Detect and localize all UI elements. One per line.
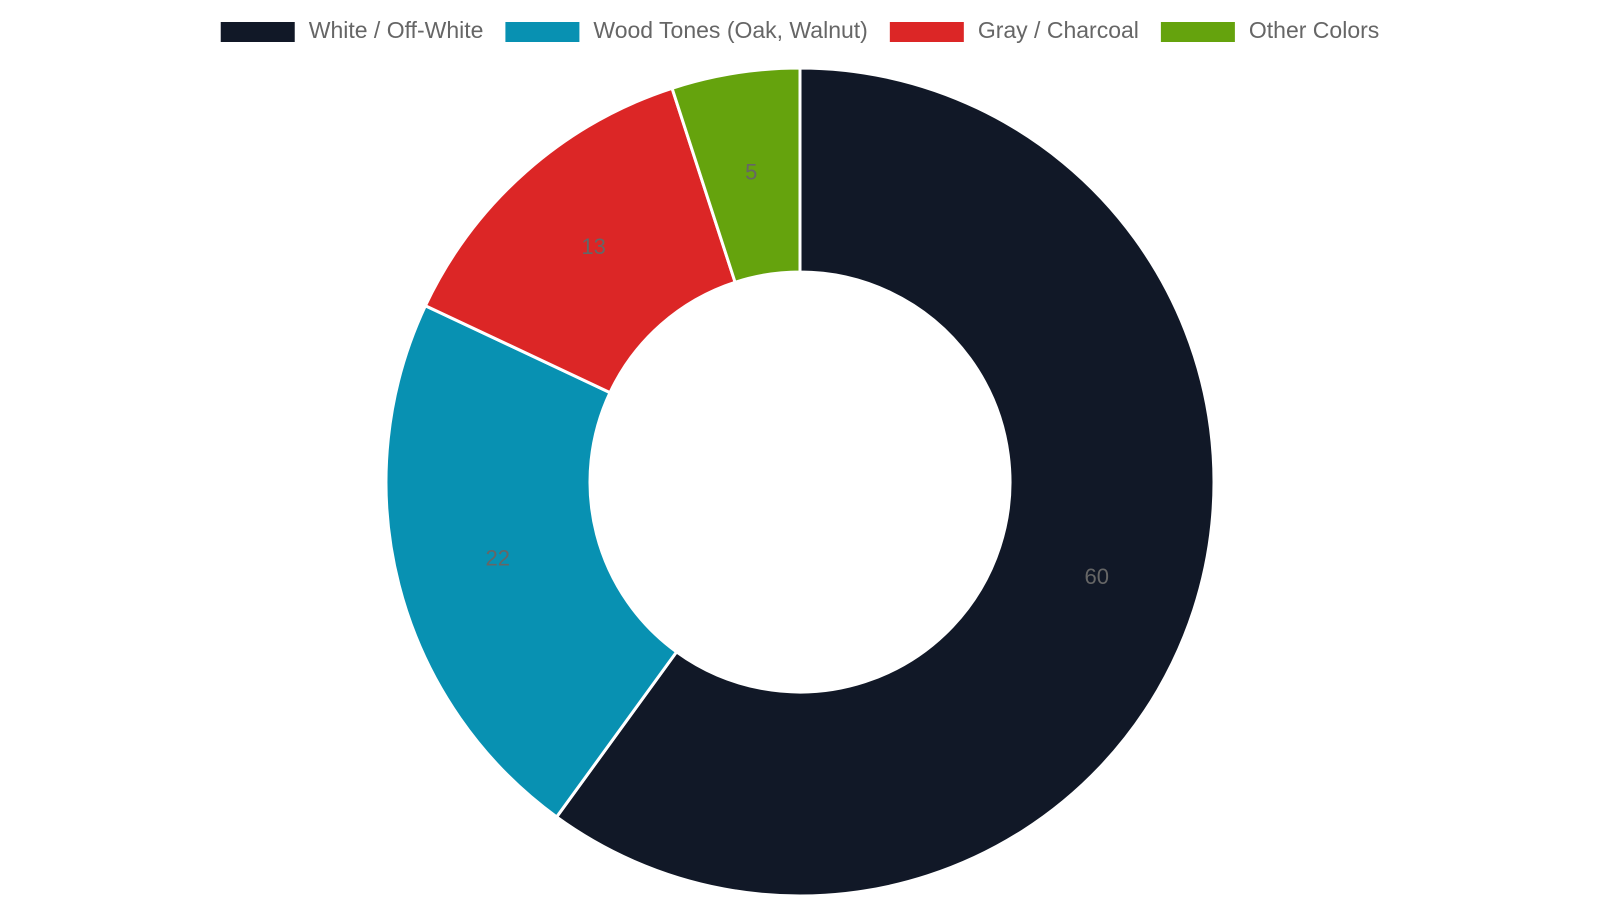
donut-segment	[670, 66, 802, 285]
legend-label: Gray / Charcoal	[978, 17, 1139, 43]
donut-segment	[554, 66, 1216, 898]
legend: White / Off-White Wood Tones (Oak, Walnut…	[220, 17, 1379, 43]
legend-label: Other Colors	[1249, 17, 1379, 43]
legend-label: White / Off-White	[309, 17, 484, 43]
legend-label: Wood Tones (Oak, Walnut)	[593, 17, 867, 43]
legend-swatch	[505, 22, 580, 42]
legend-swatch	[1160, 22, 1235, 42]
value-label: 22	[486, 545, 510, 570]
donut-segment	[423, 86, 737, 395]
value-label: 5	[745, 160, 757, 185]
value-label: 13	[581, 234, 605, 259]
legend-swatch	[220, 22, 295, 42]
value-labels: 60 22 13 5	[486, 160, 1109, 590]
value-label: 60	[1084, 564, 1108, 589]
donut-segment	[384, 303, 679, 820]
arcs	[384, 66, 1216, 898]
legend-swatch	[889, 22, 964, 42]
